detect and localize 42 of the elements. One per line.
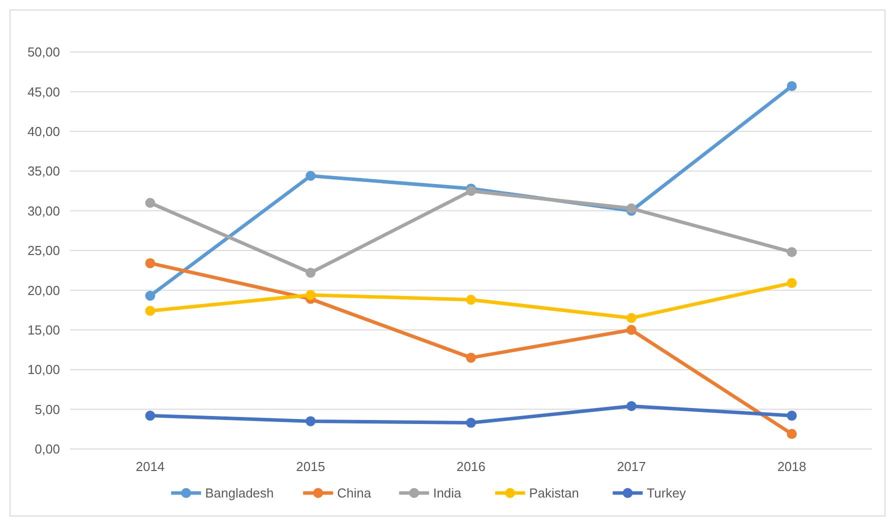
y-tick-label: 0,00 [34,442,60,457]
point [306,170,316,181]
point [466,352,476,363]
point [626,203,636,214]
legend-label: Turkey [646,486,686,501]
y-tick-label: 30,00 [27,203,60,218]
y-tick-label: 10,00 [27,362,60,378]
x-tick-label: 2014 [136,459,165,474]
point [145,258,156,268]
x-tick-label: 2015 [296,459,326,474]
point [145,198,156,208]
point [626,324,636,335]
point [786,278,797,288]
point [786,428,797,439]
point [626,312,636,323]
point [786,410,797,421]
point [466,294,476,305]
y-tick-label: 15,00 [27,322,60,338]
legend-label: Bangladesh [205,486,274,501]
y-tick-label: 40,00 [27,124,60,139]
point [306,290,316,300]
y-tick-label: 25,00 [27,243,60,258]
legend-label: China [337,486,372,501]
x-tick-label: 2018 [777,459,806,474]
point [145,306,156,316]
y-tick-label: 35,00 [27,164,60,179]
x-tick-label: 2017 [616,459,646,474]
y-tick-label: 50,00 [27,44,60,60]
point [466,418,476,428]
point [145,410,156,421]
point [306,416,316,426]
y-tick-label: 20,00 [27,282,60,298]
point [786,81,797,92]
y-tick-label: 45,00 [27,84,60,100]
y-tick-label: 5,00 [34,402,60,417]
point [626,401,636,412]
point [306,268,316,278]
point [786,247,797,258]
legend-label: Pakistan [529,486,579,501]
point [145,290,156,301]
x-tick-label: 2016 [456,459,486,474]
legend-label: India [433,486,462,501]
